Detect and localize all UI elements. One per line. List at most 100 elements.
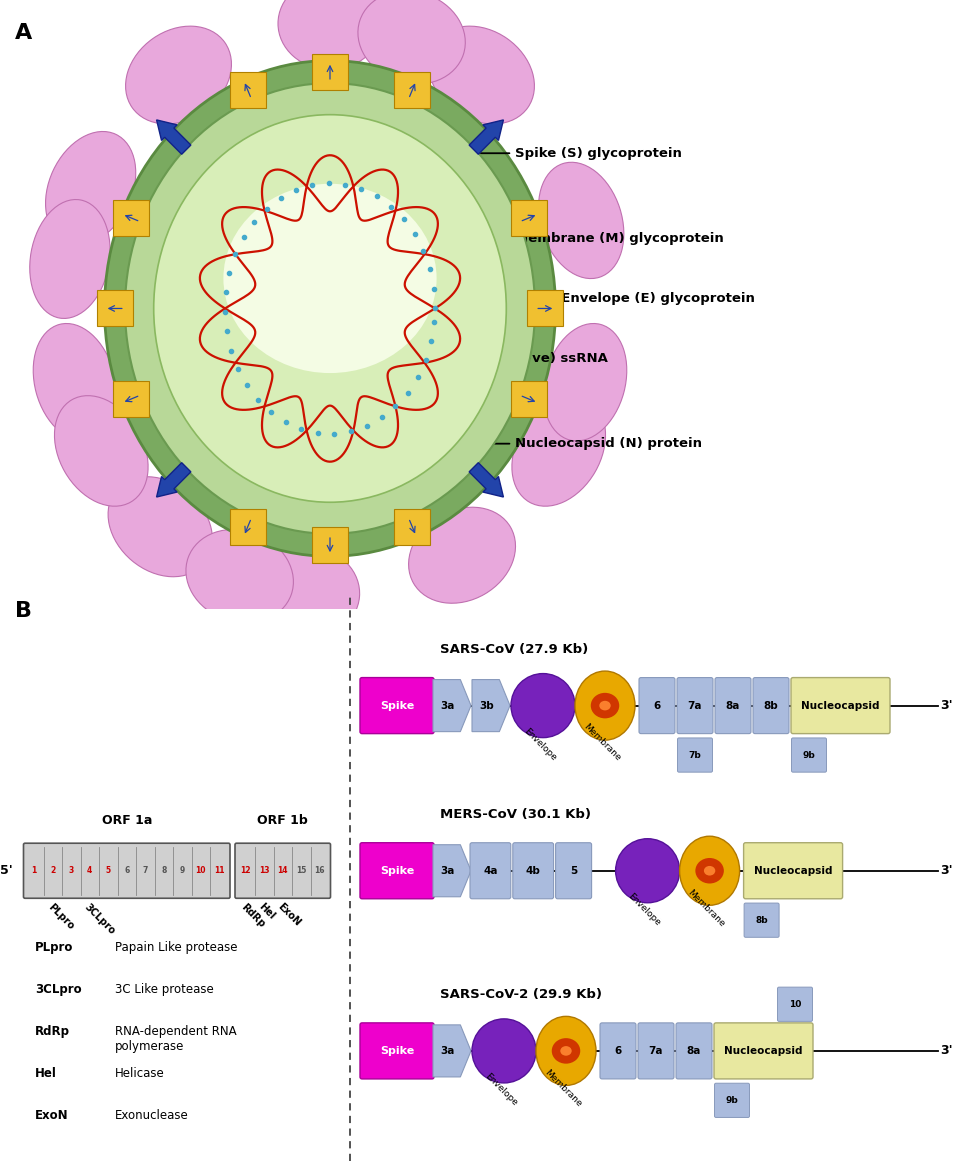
FancyBboxPatch shape xyxy=(745,903,779,937)
FancyBboxPatch shape xyxy=(235,843,330,898)
Text: RNA-dependent RNA
polymerase: RNA-dependent RNA polymerase xyxy=(115,1025,236,1053)
Text: 7a: 7a xyxy=(649,1046,663,1056)
FancyBboxPatch shape xyxy=(678,738,713,772)
Text: 6: 6 xyxy=(654,700,660,711)
FancyBboxPatch shape xyxy=(527,290,564,327)
Text: Spike (S) glycoprotein: Spike (S) glycoprotein xyxy=(465,146,682,159)
FancyArrow shape xyxy=(157,463,190,497)
Text: 3C Like protease: 3C Like protease xyxy=(115,982,213,995)
Ellipse shape xyxy=(255,546,360,638)
Text: RdRp: RdRp xyxy=(238,902,266,930)
Text: 6: 6 xyxy=(614,1046,622,1056)
Text: ExoN: ExoN xyxy=(276,902,302,929)
FancyBboxPatch shape xyxy=(638,1023,674,1078)
Ellipse shape xyxy=(278,0,382,69)
Text: 7a: 7a xyxy=(688,700,702,711)
Text: ORF 1b: ORF 1b xyxy=(257,814,308,827)
FancyBboxPatch shape xyxy=(791,738,827,772)
Text: Membrane: Membrane xyxy=(543,1068,583,1109)
Text: Nucleocapsid: Nucleocapsid xyxy=(724,1046,803,1056)
Text: 8b: 8b xyxy=(764,700,778,711)
Ellipse shape xyxy=(704,865,715,876)
Circle shape xyxy=(511,673,575,738)
Text: 5': 5' xyxy=(0,864,13,877)
FancyBboxPatch shape xyxy=(744,843,842,899)
Polygon shape xyxy=(472,679,510,732)
Ellipse shape xyxy=(223,184,436,374)
FancyBboxPatch shape xyxy=(513,843,553,899)
Text: Envelope: Envelope xyxy=(483,1073,519,1108)
Text: PLpro: PLpro xyxy=(35,940,74,954)
Text: RdRp: RdRp xyxy=(35,1025,70,1038)
Ellipse shape xyxy=(46,131,136,245)
Ellipse shape xyxy=(599,700,611,711)
Text: MERS-CoV (30.1 Kb): MERS-CoV (30.1 Kb) xyxy=(440,808,591,821)
FancyBboxPatch shape xyxy=(777,987,812,1021)
Text: 5: 5 xyxy=(570,865,577,876)
Text: 7b: 7b xyxy=(689,751,701,760)
Text: Small Envelope (E) glycoprotein: Small Envelope (E) glycoprotein xyxy=(434,292,755,304)
Text: A: A xyxy=(15,23,33,43)
Text: 9b: 9b xyxy=(725,1096,739,1105)
Text: Envelope: Envelope xyxy=(627,892,662,927)
Text: 1: 1 xyxy=(32,867,37,875)
Text: 10: 10 xyxy=(789,1000,801,1008)
Ellipse shape xyxy=(186,529,294,623)
Text: Spike: Spike xyxy=(380,865,414,876)
Circle shape xyxy=(615,838,679,903)
Polygon shape xyxy=(433,844,471,897)
Ellipse shape xyxy=(358,0,465,84)
FancyBboxPatch shape xyxy=(511,381,546,417)
Text: 9: 9 xyxy=(180,867,185,875)
Text: Membrane: Membrane xyxy=(582,723,622,763)
Text: 3': 3' xyxy=(940,699,952,712)
Text: Membrane (M) glycoprotein: Membrane (M) glycoprotein xyxy=(450,232,723,245)
Text: 8a: 8a xyxy=(725,700,740,711)
FancyBboxPatch shape xyxy=(394,71,431,108)
Text: Envelope: Envelope xyxy=(522,727,558,762)
Text: 4b: 4b xyxy=(525,865,541,876)
FancyBboxPatch shape xyxy=(639,678,675,733)
FancyBboxPatch shape xyxy=(360,678,434,733)
FancyBboxPatch shape xyxy=(24,843,230,898)
Ellipse shape xyxy=(696,858,723,883)
Ellipse shape xyxy=(33,323,117,441)
Text: 3: 3 xyxy=(69,867,74,875)
Text: 6: 6 xyxy=(124,867,129,875)
Text: 11: 11 xyxy=(214,867,225,875)
FancyBboxPatch shape xyxy=(677,678,713,733)
Circle shape xyxy=(472,1019,536,1083)
FancyBboxPatch shape xyxy=(230,509,266,545)
Text: (+ve) ssRNA: (+ve) ssRNA xyxy=(385,352,608,365)
FancyBboxPatch shape xyxy=(753,678,789,733)
Text: Nucleocapsid (N) protein: Nucleocapsid (N) protein xyxy=(365,437,702,450)
Text: SARS-CoV (27.9 Kb): SARS-CoV (27.9 Kb) xyxy=(440,643,589,656)
Text: 9b: 9b xyxy=(803,751,815,760)
Ellipse shape xyxy=(125,83,535,534)
FancyArrow shape xyxy=(469,119,503,155)
Text: 8: 8 xyxy=(161,867,167,875)
Text: Helicase: Helicase xyxy=(115,1067,165,1080)
Text: Hel: Hel xyxy=(257,902,278,922)
Text: Nucleocapsid: Nucleocapsid xyxy=(801,700,879,711)
Polygon shape xyxy=(433,679,471,732)
Text: 3a: 3a xyxy=(440,865,455,876)
FancyBboxPatch shape xyxy=(360,1023,434,1078)
Text: 8b: 8b xyxy=(755,916,768,925)
Text: PLpro: PLpro xyxy=(46,902,76,931)
Ellipse shape xyxy=(575,671,635,740)
Text: 10: 10 xyxy=(195,867,206,875)
Ellipse shape xyxy=(539,163,624,279)
Text: 3a: 3a xyxy=(440,1046,455,1056)
FancyBboxPatch shape xyxy=(113,200,149,235)
Text: 8a: 8a xyxy=(687,1046,701,1056)
Text: 4: 4 xyxy=(87,867,93,875)
Text: 3b: 3b xyxy=(479,700,494,711)
Ellipse shape xyxy=(55,396,148,506)
Text: 3CLpro: 3CLpro xyxy=(35,982,81,995)
FancyBboxPatch shape xyxy=(230,71,266,108)
Text: 14: 14 xyxy=(278,867,288,875)
FancyBboxPatch shape xyxy=(394,509,431,545)
FancyBboxPatch shape xyxy=(715,678,751,733)
Text: 7: 7 xyxy=(143,867,148,875)
